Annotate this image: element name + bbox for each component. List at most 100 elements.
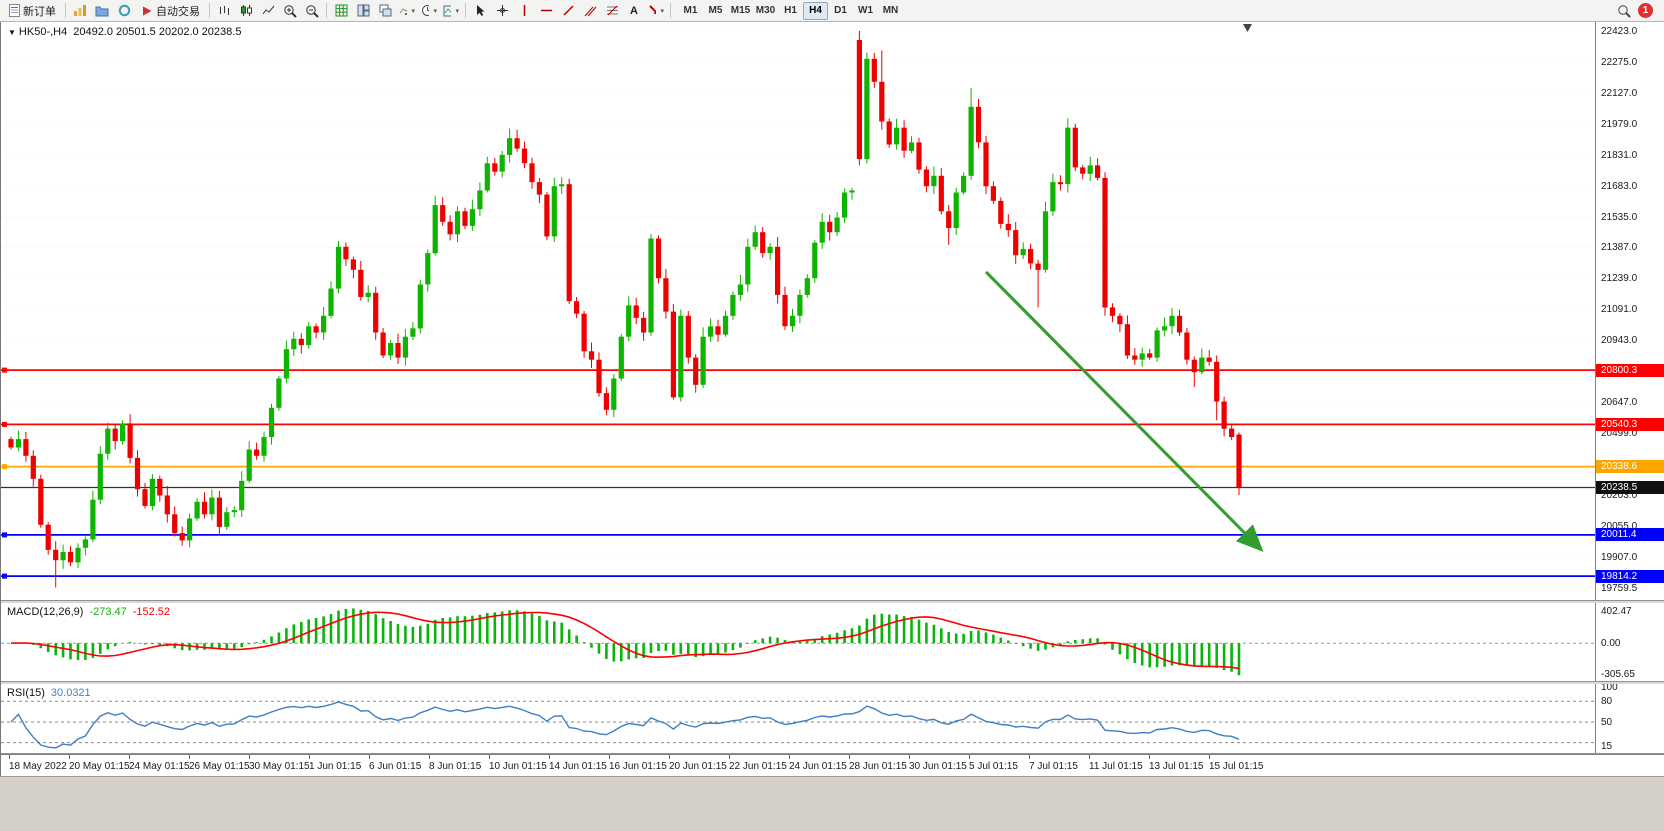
macd-axis-label: -305.65 xyxy=(1601,669,1635,680)
templates-button[interactable]: ▾ xyxy=(440,1,462,20)
new-order-icon xyxy=(9,4,20,17)
time-tick xyxy=(609,755,610,759)
time-label: 20 Jun 01:15 xyxy=(669,761,727,772)
toolbar-separator xyxy=(326,3,327,18)
cursor-tool-button[interactable] xyxy=(469,1,491,20)
cascade-windows-button[interactable] xyxy=(374,1,396,20)
main-toolbar: 新订单 自动交易 ▾ ▾ xyxy=(0,0,1664,22)
grid-toggle-button[interactable] xyxy=(330,1,352,20)
price-scale[interactable]: 22423.0 22275.0 22127.0 21979.0 21831.0 21683… xyxy=(1595,22,1664,754)
trendline-tool-button[interactable] xyxy=(557,1,579,20)
indicators-icon xyxy=(399,8,408,17)
grid-icon xyxy=(335,4,347,17)
periods-button[interactable]: ▾ xyxy=(418,1,440,20)
time-label: 20 May 01:15 xyxy=(69,761,130,772)
tile-windows-button[interactable] xyxy=(352,1,374,20)
price-tick: 21239.0 xyxy=(1601,273,1638,285)
notification-badge[interactable]: 1 xyxy=(1638,3,1653,18)
price-tick: 22127.0 xyxy=(1601,87,1638,99)
zoom-in-button[interactable] xyxy=(279,1,301,20)
timeframe-m30[interactable]: M30 xyxy=(755,5,776,16)
macd-pane[interactable] xyxy=(1,603,1595,681)
cascade-windows-icon xyxy=(379,4,391,17)
time-tick xyxy=(489,755,490,759)
candlestick-mode-button[interactable] xyxy=(235,1,257,20)
line-chart-mode-button[interactable] xyxy=(257,1,279,20)
timeframe-h4[interactable]: H4 xyxy=(803,1,828,20)
horizontal-line-tool-button[interactable] xyxy=(535,1,557,20)
chart-window: ▼ HK50-,H4 20492.0 20501.5 20202.0 20238.5… xyxy=(0,22,1664,776)
new-order-button[interactable]: 新订单 xyxy=(3,1,62,20)
bar-chart-icon xyxy=(219,6,229,15)
price-tick: 20647.0 xyxy=(1601,397,1638,409)
time-label: 30 Jun 01:15 xyxy=(909,761,967,772)
timeframe-m1[interactable]: M1 xyxy=(683,5,698,16)
time-label: 1 Jun 01:15 xyxy=(309,761,362,772)
macd-axis-label: 402.47 xyxy=(1601,606,1632,617)
vertical-line-tool-button[interactable] xyxy=(513,1,535,20)
price-badge: 19814.2 xyxy=(1596,569,1664,583)
level-anchor xyxy=(2,367,7,373)
new-order-label: 新订单 xyxy=(23,5,56,18)
timeframe-m5[interactable]: M5 xyxy=(708,5,723,16)
text-tool-button[interactable]: A xyxy=(623,1,645,20)
time-label: 7 Jul 01:15 xyxy=(1029,761,1078,772)
dropdown-caret: ▾ xyxy=(455,7,459,15)
data-window-icon xyxy=(118,4,130,17)
tile-windows-icon xyxy=(357,4,369,17)
pane-splitter[interactable] xyxy=(1,600,1664,603)
price-tick: 21535.0 xyxy=(1601,211,1638,223)
level-anchor xyxy=(2,573,7,579)
rsi-value: 30.0321 xyxy=(50,687,91,699)
search-icon[interactable] xyxy=(1617,4,1631,18)
fibonacci-icon xyxy=(606,5,618,16)
text-tool-icon: A xyxy=(630,4,638,17)
price-tick: 20943.0 xyxy=(1601,335,1638,347)
pane-splitter[interactable] xyxy=(1,681,1664,684)
time-tick xyxy=(1089,755,1090,759)
dropdown-caret: ▾ xyxy=(660,7,664,15)
one-click-trading-toggle[interactable]: ▼ xyxy=(8,28,16,37)
rsi-axis-label: 100 xyxy=(1601,682,1618,694)
fibonacci-tool-button[interactable] xyxy=(601,1,623,20)
time-tick xyxy=(549,755,550,759)
timeframe-m15[interactable]: M15 xyxy=(730,5,751,16)
rsi-pane[interactable] xyxy=(1,684,1595,753)
chart-shift-marker[interactable] xyxy=(1243,24,1252,32)
candlestick-icon xyxy=(240,5,252,16)
time-label: 22 Jun 01:15 xyxy=(729,761,787,772)
main-chart[interactable] xyxy=(1,22,1595,600)
bar-chart-mode-button[interactable] xyxy=(213,1,235,20)
trendline-icon xyxy=(562,5,574,16)
time-tick xyxy=(909,755,910,759)
time-tick xyxy=(369,755,370,759)
time-label: 24 Jun 01:15 xyxy=(789,761,847,772)
timeframe-w1[interactable]: W1 xyxy=(858,5,873,16)
time-label: 11 Jul 01:15 xyxy=(1089,761,1143,772)
toolbar-separator xyxy=(209,3,210,18)
price-tick: 21091.0 xyxy=(1601,304,1638,316)
autotrading-button[interactable]: 自动交易 xyxy=(135,1,206,20)
timeframe-mn[interactable]: MN xyxy=(882,5,899,16)
time-tick xyxy=(129,755,130,759)
zoom-out-button[interactable] xyxy=(301,1,323,20)
macd-value-1: -273.47 xyxy=(89,606,127,618)
rsi-label: RSI(15) 30.0321 xyxy=(7,687,91,699)
timeframe-d1[interactable]: D1 xyxy=(834,5,847,16)
timeframe-h1[interactable]: H1 xyxy=(784,5,797,16)
new-chart-button[interactable] xyxy=(69,1,91,20)
time-axis[interactable]: 18 May 2022 20 May 01:15 24 May 01:15 26 Ma… xyxy=(1,754,1664,776)
channel-tool-button[interactable] xyxy=(579,1,601,20)
time-label: 15 Jul 01:15 xyxy=(1209,761,1264,772)
dropdown-caret: ▾ xyxy=(433,7,437,15)
level-anchor xyxy=(2,464,7,470)
price-badge: 20338.6 xyxy=(1596,460,1664,474)
profiles-button[interactable] xyxy=(91,1,113,20)
arrows-tool-button[interactable]: ▾ xyxy=(645,1,667,20)
data-window-button[interactable] xyxy=(113,1,135,20)
indicators-button[interactable]: ▾ xyxy=(396,1,418,20)
crosshair-tool-button[interactable] xyxy=(491,1,513,20)
time-tick xyxy=(309,755,310,759)
trend-arrow[interactable] xyxy=(984,270,1264,552)
time-tick xyxy=(1149,755,1150,759)
